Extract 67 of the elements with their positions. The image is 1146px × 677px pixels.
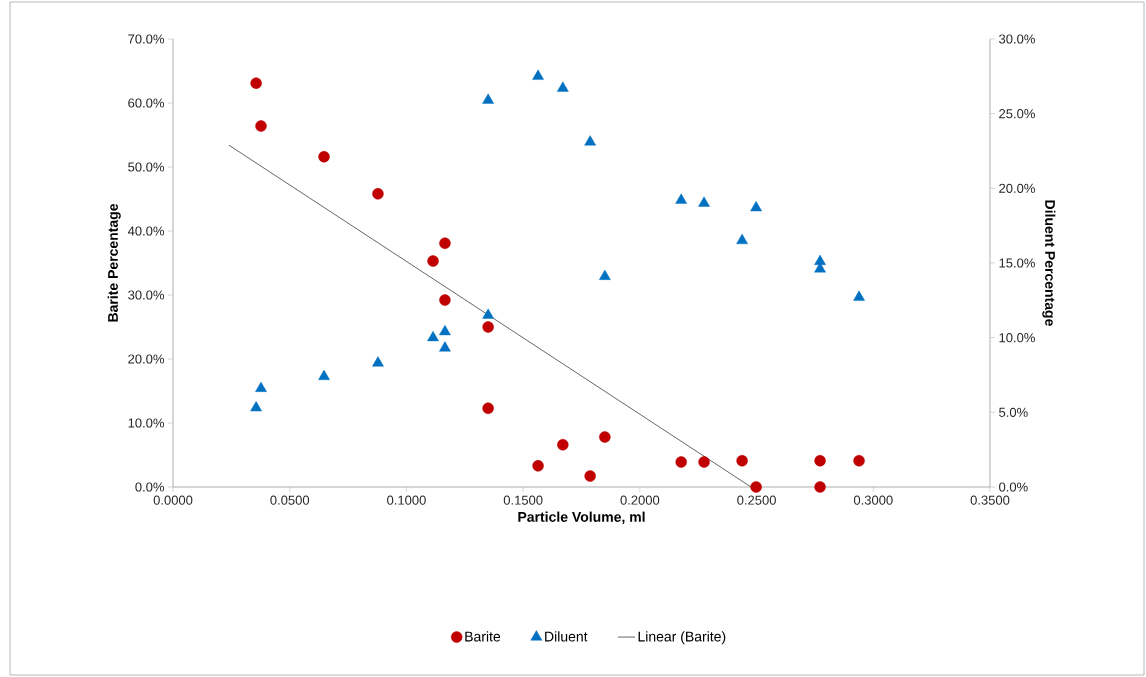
point bbox=[427, 330, 439, 342]
point bbox=[439, 341, 451, 352]
point bbox=[318, 151, 330, 163]
point bbox=[853, 290, 865, 301]
point bbox=[557, 81, 569, 92]
point bbox=[439, 324, 451, 336]
point bbox=[250, 77, 262, 89]
y-axis-title: Barite Percentage bbox=[107, 203, 121, 322]
x-tick-label: 0.2500 bbox=[737, 495, 776, 505]
x-tick-label: 0.2000 bbox=[620, 495, 660, 505]
point bbox=[750, 201, 762, 212]
y-tick-label: 60.0% bbox=[128, 98, 165, 108]
point bbox=[584, 470, 596, 482]
point bbox=[372, 188, 384, 200]
point bbox=[853, 455, 865, 467]
point bbox=[736, 233, 748, 245]
y-tick-label: 50.0% bbox=[128, 162, 165, 172]
point bbox=[698, 196, 710, 207]
point bbox=[814, 455, 826, 467]
y2-tick-label: 10.0% bbox=[999, 333, 1035, 343]
point bbox=[482, 402, 494, 414]
x-tick-label: 0.0500 bbox=[270, 495, 310, 505]
y2-tick-label: 15.0% bbox=[999, 258, 1035, 268]
y-tick-label: 70.0% bbox=[128, 34, 165, 44]
point bbox=[482, 308, 494, 319]
y-tick-label: 0.0% bbox=[135, 482, 165, 492]
legend-label: Barite bbox=[465, 631, 501, 642]
point bbox=[584, 135, 596, 146]
y-tick-label: 10.0% bbox=[128, 418, 165, 428]
y-tick-label: 20.0% bbox=[128, 354, 165, 364]
x-tick-label: 0.3500 bbox=[970, 495, 1010, 505]
point bbox=[557, 439, 569, 451]
point bbox=[599, 431, 611, 443]
point bbox=[736, 455, 748, 467]
point bbox=[675, 193, 687, 204]
point bbox=[255, 381, 267, 392]
point bbox=[698, 456, 710, 468]
y2-axis-title: Diluent Percentage bbox=[1042, 200, 1056, 326]
point bbox=[675, 456, 687, 468]
point bbox=[599, 269, 611, 280]
point bbox=[439, 294, 451, 306]
point bbox=[532, 69, 544, 80]
x-axis-title: Particle Volume, ml bbox=[518, 511, 645, 524]
y2-tick-label: 25.0% bbox=[999, 109, 1035, 119]
y2-tick-label: 30.0% bbox=[999, 34, 1035, 44]
x-tick-label: 0.1000 bbox=[387, 495, 426, 505]
point bbox=[482, 93, 494, 104]
y2-tick-label: 20.0% bbox=[999, 183, 1035, 193]
y2-tick-label: 0.0% bbox=[999, 482, 1028, 492]
point bbox=[814, 481, 826, 493]
point bbox=[318, 369, 330, 380]
x-tick-label: 0.0000 bbox=[153, 495, 193, 505]
x-tick-label: 0.3000 bbox=[853, 495, 893, 505]
point bbox=[255, 120, 267, 132]
x-tick-label: 0.1500 bbox=[503, 495, 543, 505]
point bbox=[250, 401, 262, 412]
point bbox=[750, 481, 762, 493]
legend-label: Linear (Barite) bbox=[638, 631, 726, 645]
point bbox=[439, 237, 451, 249]
point bbox=[482, 321, 494, 333]
y-tick-label: 40.0% bbox=[127, 226, 165, 236]
y2-tick-label: 5.0% bbox=[999, 407, 1028, 417]
point bbox=[372, 356, 384, 367]
y-tick-label: 30.0% bbox=[128, 290, 165, 300]
point bbox=[427, 255, 439, 267]
legend-label: Diluent bbox=[545, 631, 588, 642]
point bbox=[532, 460, 544, 472]
